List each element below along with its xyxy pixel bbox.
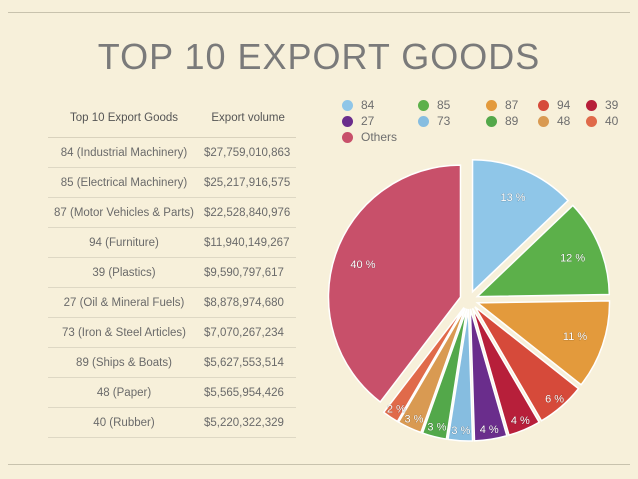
legend-item: 40	[586, 113, 618, 129]
goods-cell: 27 (Oil & Mineral Fuels)	[48, 287, 200, 318]
goods-cell: 48 (Paper)	[48, 377, 200, 408]
pie-slice-label: 13 %	[501, 192, 526, 204]
pie-slice-39	[471, 307, 541, 437]
legend-label: 73	[437, 114, 451, 128]
table-row: 48 (Paper) $5,565,954,426	[48, 377, 297, 408]
volume-cell: $5,565,954,426	[199, 377, 297, 408]
pie-slice-others	[327, 164, 462, 403]
pie-slice-label: 3 %	[451, 425, 470, 437]
pie-slice-87	[475, 300, 611, 386]
pie-slice-85	[475, 204, 611, 298]
legend-label: 87	[505, 98, 519, 112]
volume-cell: $22,528,840,976	[199, 197, 297, 228]
volume-cell: $9,590,797,617	[199, 257, 297, 288]
table-row: 84 (Industrial Machinery) $27,759,010,863	[48, 137, 297, 168]
volume-cell: $5,627,553,514	[199, 347, 297, 378]
pie-slice-label: 12 %	[560, 253, 585, 265]
pie-slice-label: 4 %	[511, 415, 530, 427]
pie-slice-label: 4 %	[480, 424, 499, 436]
legend-label: 94	[557, 98, 571, 112]
legend-label: 40	[605, 114, 619, 128]
legend-swatch	[418, 99, 429, 111]
pie-slice-94	[474, 306, 580, 422]
legend-label: Others	[361, 130, 398, 144]
goods-cell: 40 (Rubber)	[48, 407, 200, 438]
legend-item: 48	[538, 113, 570, 129]
volume-cell: $25,217,916,575	[199, 167, 297, 198]
goods-cell: 85 (Electrical Machinery)	[48, 167, 200, 198]
goods-cell: 94 (Furniture)	[48, 227, 200, 258]
legend-label: 27	[361, 114, 375, 128]
goods-cell: 73 (Iron & Steel Articles)	[48, 317, 200, 348]
top-rule	[8, 12, 630, 13]
table-header-row: Top 10 Export Goods Export volume	[48, 98, 297, 138]
legend-swatch	[538, 99, 549, 111]
volume-cell: $11,940,149,267	[199, 227, 297, 258]
legend-item: 27	[342, 113, 374, 129]
pie-slice-label: 3 %	[404, 413, 423, 425]
table-row: 85 (Electrical Machinery) $25,217,916,575	[48, 167, 297, 198]
volume-cell: $8,878,974,680	[199, 287, 297, 318]
legend-item: 89	[486, 113, 518, 129]
table-row: 94 (Furniture) $11,940,149,267	[48, 227, 297, 258]
legend-item: 84	[342, 97, 374, 113]
pie-slice-label: 6 %	[545, 393, 564, 405]
legend-swatch	[586, 99, 597, 111]
legend-item: 85	[418, 97, 450, 113]
table-row: 40 (Rubber) $5,220,322,329	[48, 407, 297, 438]
pie-slice-48	[397, 307, 466, 434]
legend-swatch	[486, 99, 497, 111]
pie-slice-84	[471, 158, 570, 294]
legend-label: 89	[505, 114, 519, 128]
legend-swatch	[342, 115, 353, 127]
export-goods-table: Top 10 Export Goods Export volume 84 (In…	[48, 98, 297, 438]
table-row: 27 (Oil & Mineral Fuels) $8,878,974,680	[48, 287, 297, 318]
legend-label: 84	[361, 98, 375, 112]
legend-item: Others	[342, 129, 397, 145]
legend-swatch	[538, 115, 549, 127]
volume-cell: $5,220,322,329	[199, 407, 297, 438]
bottom-rule	[8, 464, 630, 465]
header-goods: Top 10 Export Goods	[48, 98, 200, 138]
legend-item: 39	[586, 97, 618, 113]
chart-legend: 84 85 87 94 39 27 73 89 48 40 Others	[342, 97, 632, 147]
header-volume: Export volume	[199, 98, 297, 138]
goods-cell: 89 (Ships & Boats)	[48, 347, 200, 378]
legend-swatch	[342, 99, 353, 111]
pie-slice-89	[421, 308, 468, 440]
legend-item: 73	[418, 113, 450, 129]
pie-slice-label: 2 %	[387, 403, 406, 415]
table-row: 87 (Motor Vehicles & Parts) $22,528,840,9…	[48, 197, 297, 228]
legend-item: 87	[486, 97, 518, 113]
legend-swatch	[418, 115, 429, 127]
page-title: TOP 10 EXPORT GOODS	[97, 36, 541, 77]
volume-cell: $27,759,010,863	[199, 137, 297, 168]
goods-cell: 84 (Industrial Machinery)	[48, 137, 200, 168]
pie-slice-27	[469, 308, 508, 442]
legend-item: 94	[538, 97, 570, 113]
legend-label: 39	[605, 98, 619, 112]
legend-label: 85	[437, 98, 451, 112]
table-row: 39 (Plastics) $9,590,797,617	[48, 257, 297, 288]
goods-cell: 39 (Plastics)	[48, 257, 200, 288]
pie-slice-label: 40 %	[350, 259, 375, 271]
goods-cell: 87 (Motor Vehicles & Parts)	[48, 197, 200, 228]
legend-swatch	[486, 115, 497, 127]
table-row: 89 (Ships & Boats) $5,627,553,514	[48, 347, 297, 378]
pie-slice-73	[447, 308, 474, 442]
volume-cell: $7,070,267,234	[199, 317, 297, 348]
pie-slice-40	[382, 307, 465, 423]
legend-label: 48	[557, 114, 571, 128]
legend-swatch	[342, 131, 353, 143]
pie-slice-label: 3 %	[427, 421, 446, 433]
pie-slice-label: 11 %	[563, 331, 587, 343]
legend-swatch	[586, 115, 597, 127]
table-row: 73 (Iron & Steel Articles) $7,070,267,234	[48, 317, 297, 348]
